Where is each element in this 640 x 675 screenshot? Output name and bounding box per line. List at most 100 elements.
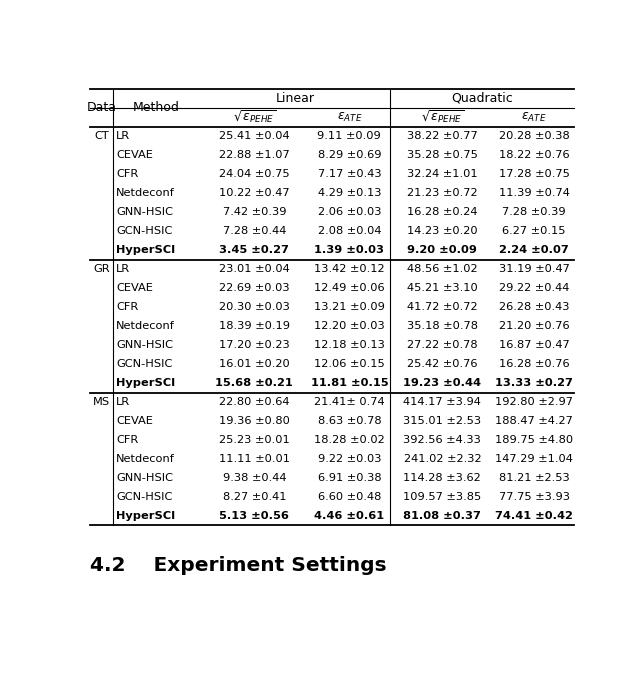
Text: 81.21 ±2.53: 81.21 ±2.53 [499,473,570,483]
Text: 25.23 ±0.01: 25.23 ±0.01 [219,435,290,445]
Text: 16.01 ±0.20: 16.01 ±0.20 [219,359,290,369]
Text: 16.28 ±0.76: 16.28 ±0.76 [499,359,570,369]
Text: 7.28 ±0.39: 7.28 ±0.39 [502,207,566,217]
Text: 9.11 ±0.09: 9.11 ±0.09 [317,131,381,141]
Text: Method: Method [133,101,180,114]
Text: GNN-HSIC: GNN-HSIC [116,473,173,483]
Text: 12.06 ±0.15: 12.06 ±0.15 [314,359,385,369]
Text: 9.22 ±0.03: 9.22 ±0.03 [317,454,381,464]
Text: 31.19 ±0.47: 31.19 ±0.47 [499,264,570,274]
Text: 109.57 ±3.85: 109.57 ±3.85 [403,492,481,502]
Text: 21.20 ±0.76: 21.20 ±0.76 [499,321,570,331]
Text: 35.18 ±0.78: 35.18 ±0.78 [407,321,478,331]
Text: 6.27 ±0.15: 6.27 ±0.15 [502,226,566,236]
Text: 16.28 ±0.24: 16.28 ±0.24 [407,207,477,217]
Text: 19.36 ±0.80: 19.36 ±0.80 [219,416,290,426]
Text: 27.22 ±0.78: 27.22 ±0.78 [407,340,477,350]
Text: 25.42 ±0.76: 25.42 ±0.76 [407,359,477,369]
Text: 15.68 ±0.21: 15.68 ±0.21 [216,378,293,388]
Text: 32.24 ±1.01: 32.24 ±1.01 [407,169,477,180]
Text: CT: CT [94,131,109,141]
Text: Netdeconf: Netdeconf [116,454,175,464]
Text: CFR: CFR [116,169,138,180]
Text: 114.28 ±3.62: 114.28 ±3.62 [403,473,481,483]
Text: 24.04 ±0.75: 24.04 ±0.75 [219,169,290,180]
Text: 5.13 ±0.56: 5.13 ±0.56 [220,511,289,521]
Text: 38.22 ±0.77: 38.22 ±0.77 [407,131,477,141]
Text: 29.22 ±0.44: 29.22 ±0.44 [499,283,569,293]
Text: 13.42 ±0.12: 13.42 ±0.12 [314,264,385,274]
Text: CFR: CFR [116,302,138,312]
Text: $\sqrt{\epsilon_{PEHE}}$: $\sqrt{\epsilon_{PEHE}}$ [420,109,464,126]
Text: 20.30 ±0.03: 20.30 ±0.03 [219,302,290,312]
Text: $\sqrt{\epsilon_{PEHE}}$: $\sqrt{\epsilon_{PEHE}}$ [233,109,276,126]
Text: 189.75 ±4.80: 189.75 ±4.80 [495,435,573,445]
Text: 18.22 ±0.76: 18.22 ±0.76 [499,151,570,160]
Text: LR: LR [116,397,131,407]
Text: 10.22 ±0.47: 10.22 ±0.47 [219,188,290,198]
Text: 35.28 ±0.75: 35.28 ±0.75 [407,151,478,160]
Text: MS: MS [93,397,110,407]
Text: 8.27 ±0.41: 8.27 ±0.41 [223,492,286,502]
Text: CEVAE: CEVAE [116,151,153,160]
Text: 20.28 ±0.38: 20.28 ±0.38 [499,131,570,141]
Text: 13.33 ±0.27: 13.33 ±0.27 [495,378,573,388]
Text: Linear: Linear [275,92,314,105]
Text: 147.29 ±1.04: 147.29 ±1.04 [495,454,573,464]
Text: CFR: CFR [116,435,138,445]
Text: 2.06 ±0.03: 2.06 ±0.03 [317,207,381,217]
Text: 22.80 ±0.64: 22.80 ±0.64 [219,397,289,407]
Text: 23.01 ±0.04: 23.01 ±0.04 [219,264,290,274]
Text: 3.45 ±0.27: 3.45 ±0.27 [220,245,289,255]
Text: LR: LR [116,264,131,274]
Text: Quadratic: Quadratic [451,92,513,105]
Text: 13.21 ±0.09: 13.21 ±0.09 [314,302,385,312]
Text: 7.17 ±0.43: 7.17 ±0.43 [317,169,381,180]
Text: 241.02 ±2.32: 241.02 ±2.32 [403,454,481,464]
Text: 77.75 ±3.93: 77.75 ±3.93 [499,492,570,502]
Text: 17.28 ±0.75: 17.28 ±0.75 [499,169,570,180]
Text: 12.20 ±0.03: 12.20 ±0.03 [314,321,385,331]
Text: 11.39 ±0.74: 11.39 ±0.74 [499,188,570,198]
Text: CEVAE: CEVAE [116,283,153,293]
Text: 45.21 ±3.10: 45.21 ±3.10 [407,283,477,293]
Text: 21.23 ±0.72: 21.23 ±0.72 [407,188,477,198]
Text: 4.29 ±0.13: 4.29 ±0.13 [317,188,381,198]
Text: 6.91 ±0.38: 6.91 ±0.38 [317,473,381,483]
Text: 4.46 ±0.61: 4.46 ±0.61 [314,511,385,521]
Text: GR: GR [93,264,109,274]
Text: GNN-HSIC: GNN-HSIC [116,340,173,350]
Text: 7.42 ±0.39: 7.42 ±0.39 [223,207,286,217]
Text: GCN-HSIC: GCN-HSIC [116,226,173,236]
Text: 6.60 ±0.48: 6.60 ±0.48 [317,492,381,502]
Text: 2.08 ±0.04: 2.08 ±0.04 [317,226,381,236]
Text: Netdeconf: Netdeconf [116,321,175,331]
Text: 11.81 ±0.15: 11.81 ±0.15 [310,378,388,388]
Text: 2.24 ±0.07: 2.24 ±0.07 [499,245,569,255]
Text: HyperSCI: HyperSCI [116,511,175,521]
Text: 18.39 ±0.19: 18.39 ±0.19 [219,321,290,331]
Text: 1.39 ±0.03: 1.39 ±0.03 [314,245,385,255]
Text: 392.56 ±4.33: 392.56 ±4.33 [403,435,481,445]
Text: 315.01 ±2.53: 315.01 ±2.53 [403,416,481,426]
Text: 9.38 ±0.44: 9.38 ±0.44 [223,473,286,483]
Text: 14.23 ±0.20: 14.23 ±0.20 [407,226,477,236]
Text: CEVAE: CEVAE [116,416,153,426]
Text: 12.18 ±0.13: 12.18 ±0.13 [314,340,385,350]
Text: LR: LR [116,131,131,141]
Text: HyperSCI: HyperSCI [116,378,175,388]
Text: 16.87 ±0.47: 16.87 ±0.47 [499,340,570,350]
Text: $\epsilon_{ATE}$: $\epsilon_{ATE}$ [337,111,362,124]
Text: 22.88 ±1.07: 22.88 ±1.07 [219,151,290,160]
Text: 8.63 ±0.78: 8.63 ±0.78 [317,416,381,426]
Text: 11.11 ±0.01: 11.11 ±0.01 [219,454,290,464]
Text: Data: Data [86,101,116,114]
Text: Netdeconf: Netdeconf [116,188,175,198]
Text: 81.08 ±0.37: 81.08 ±0.37 [403,511,481,521]
Text: 7.28 ±0.44: 7.28 ±0.44 [223,226,286,236]
Text: 188.47 ±4.27: 188.47 ±4.27 [495,416,573,426]
Text: 21.41± 0.74: 21.41± 0.74 [314,397,385,407]
Text: 25.41 ±0.04: 25.41 ±0.04 [219,131,290,141]
Text: $\epsilon_{ATE}$: $\epsilon_{ATE}$ [522,111,547,124]
Text: 12.49 ±0.06: 12.49 ±0.06 [314,283,385,293]
